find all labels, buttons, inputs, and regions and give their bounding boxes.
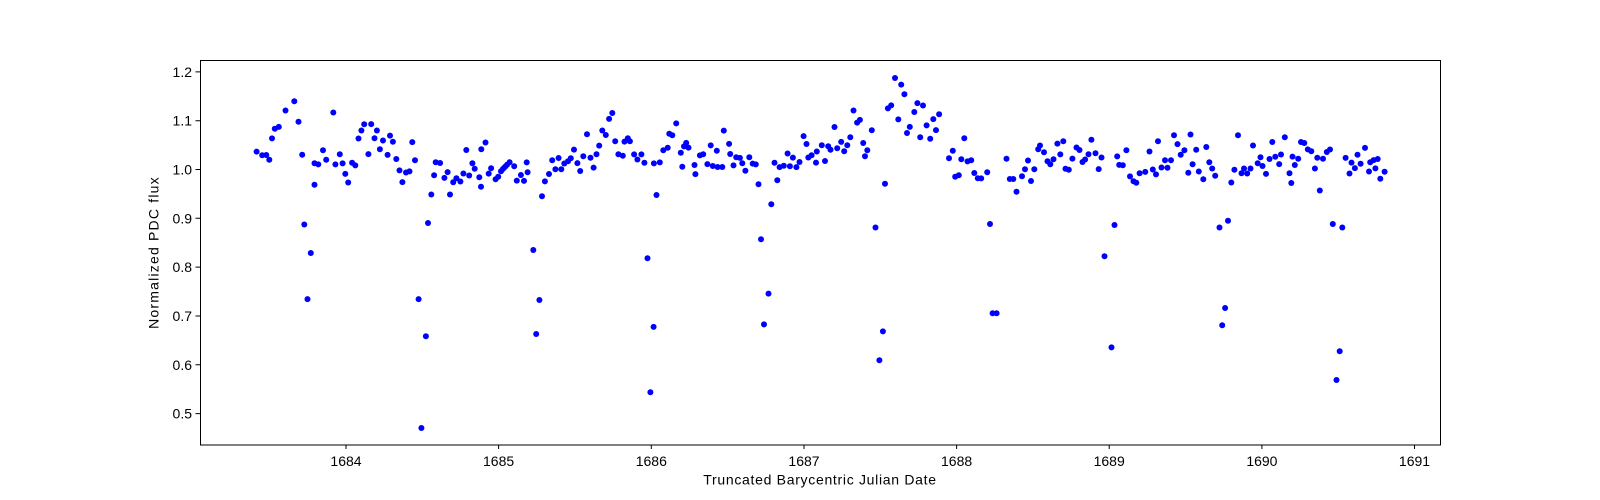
- svg-text:1688: 1688: [941, 453, 972, 469]
- svg-text:1686: 1686: [636, 453, 667, 469]
- svg-text:0.9: 0.9: [173, 210, 193, 226]
- svg-text:Normalized PDC flux: Normalized PDC flux: [146, 176, 162, 329]
- svg-text:1.2: 1.2: [173, 64, 193, 80]
- svg-text:1691: 1691: [1399, 453, 1430, 469]
- svg-text:Truncated Barycentric Julian D: Truncated Barycentric Julian Date: [703, 472, 936, 488]
- svg-text:0.8: 0.8: [173, 259, 193, 275]
- svg-text:1684: 1684: [330, 453, 361, 469]
- svg-text:1690: 1690: [1246, 453, 1277, 469]
- svg-text:1689: 1689: [1094, 453, 1125, 469]
- svg-text:1.1: 1.1: [173, 113, 193, 129]
- svg-text:0.5: 0.5: [173, 406, 193, 422]
- svg-text:0.7: 0.7: [173, 308, 193, 324]
- svg-text:1687: 1687: [788, 453, 819, 469]
- svg-text:1685: 1685: [483, 453, 514, 469]
- svg-text:1.0: 1.0: [173, 162, 193, 178]
- svg-text:0.6: 0.6: [173, 357, 193, 373]
